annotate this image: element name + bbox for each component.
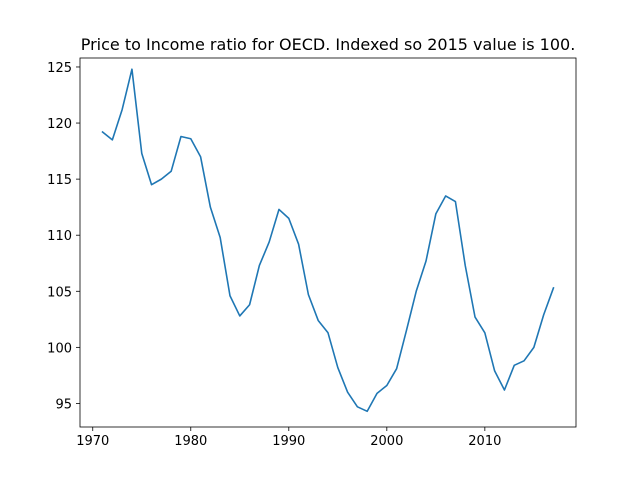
plot-area: 1970 1980 1990 2000 2010 95 100 105 110 115 120 125: [47, 57, 577, 449]
y-tick-label: 105: [47, 285, 72, 300]
y-tick-label: 95: [55, 397, 72, 412]
y-tick-label: 125: [47, 61, 72, 76]
x-tick-label: 2000: [370, 434, 403, 449]
y-tick-label: 115: [47, 173, 72, 188]
x-tick-label: 2010: [468, 434, 501, 449]
y-tick-label: 120: [47, 117, 72, 132]
x-tick-label: 1990: [272, 434, 305, 449]
y-tick-label: 110: [47, 229, 72, 244]
x-tick-label: 1980: [174, 434, 207, 449]
axes-frame: [79, 57, 577, 428]
x-tick-label: 1970: [76, 434, 109, 449]
chart-title: Price to Income ratio for OECD. Indexed …: [81, 35, 576, 54]
y-tick-label: 100: [47, 341, 72, 356]
series-line-0: [101, 68, 555, 413]
